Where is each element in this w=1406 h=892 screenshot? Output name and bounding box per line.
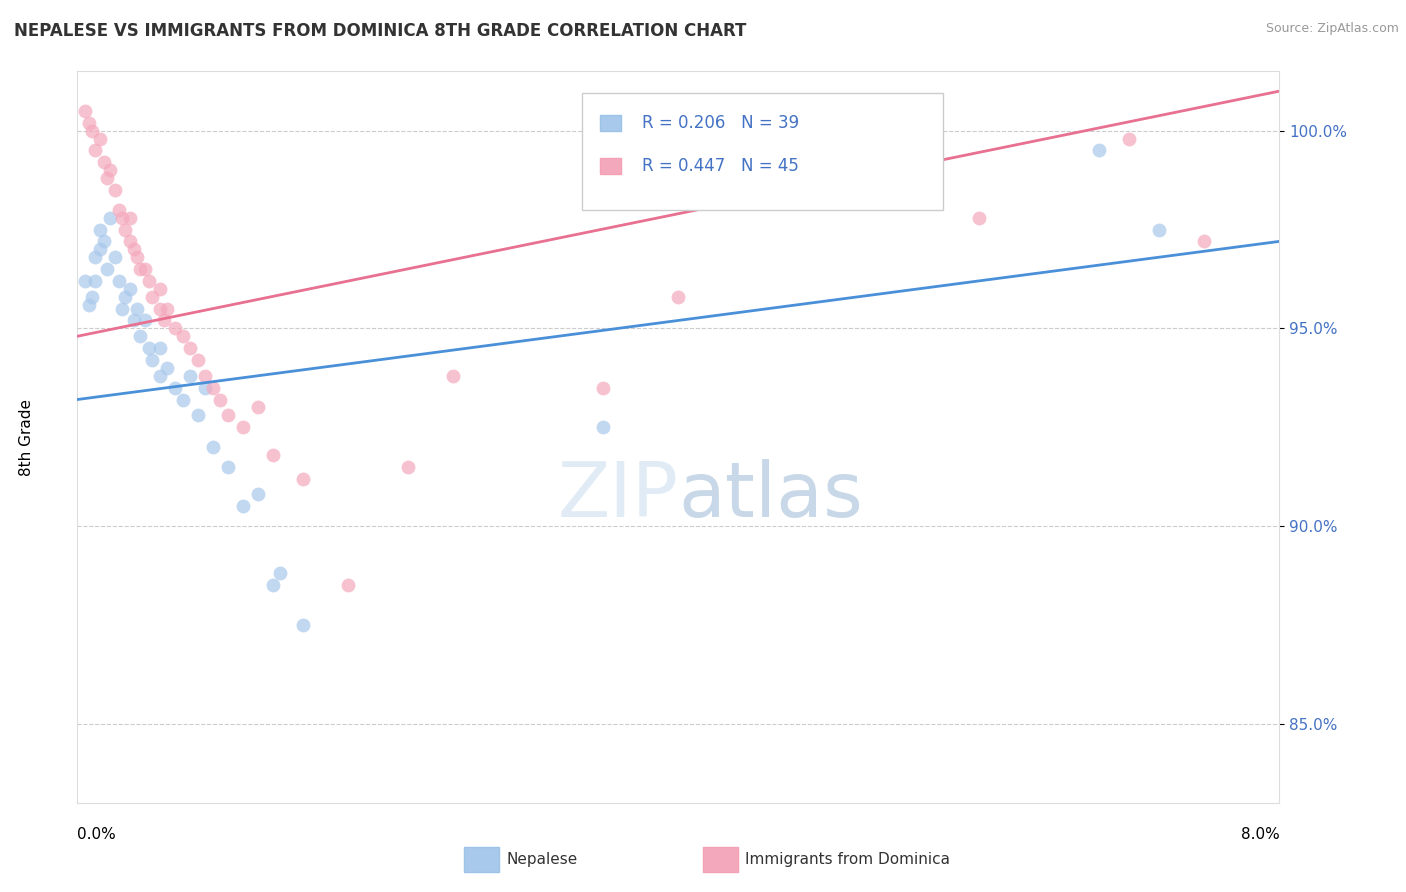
Point [114,222,136,236]
Point [89,222,111,236]
Text: atlas: atlas [679,458,863,533]
Point [179,341,201,355]
Point [96,262,118,277]
Point [172,329,194,343]
Point [217,459,239,474]
Point [201,381,224,395]
Point [269,566,291,581]
Point [172,392,194,407]
Point [100,163,122,178]
Text: R = 0.206   N = 39: R = 0.206 N = 39 [643,113,800,131]
Point [141,290,163,304]
Point [118,235,141,249]
Point [441,368,464,383]
Point [73,103,96,118]
Point [129,329,152,343]
Text: R = 0.447   N = 45: R = 0.447 N = 45 [643,158,799,176]
Point [1088,144,1111,158]
Point [232,500,254,514]
Point [82,123,104,137]
Point [592,420,614,434]
Point [291,618,314,632]
Point [73,274,96,288]
Text: Nepalese: Nepalese [506,853,578,867]
Point [134,313,156,327]
Text: 8th Grade: 8th Grade [20,399,34,475]
Point [201,440,224,454]
Point [79,116,101,130]
Point [100,211,122,225]
Point [118,211,141,225]
Point [163,381,186,395]
Point [124,313,146,327]
Point [84,144,107,158]
Point [232,420,254,434]
Point [156,301,179,316]
Point [194,381,217,395]
Point [246,487,269,501]
FancyBboxPatch shape [582,94,943,211]
Point [893,183,915,197]
Point [186,353,209,368]
Point [967,211,990,225]
Point [1118,131,1140,145]
Point [246,401,269,415]
Point [124,242,146,256]
Point [163,321,186,335]
Point [89,131,111,145]
Point [93,155,115,169]
Point [262,578,284,592]
Point [156,360,179,375]
Point [209,392,232,407]
Point [111,211,134,225]
Point [129,262,152,277]
Text: Immigrants from Dominica: Immigrants from Dominica [745,853,950,867]
Text: Source: ZipAtlas.com: Source: ZipAtlas.com [1265,22,1399,36]
Point [108,274,131,288]
Point [104,183,127,197]
Point [84,250,107,264]
Point [179,368,201,383]
Point [114,290,136,304]
Point [96,171,118,186]
Point [111,301,134,316]
Point [118,282,141,296]
Point [153,313,176,327]
Bar [600,159,621,175]
Point [592,381,614,395]
Point [127,301,149,316]
Text: ZIP: ZIP [558,458,679,533]
Point [93,235,115,249]
Point [396,459,419,474]
Point [149,301,172,316]
Point [149,368,172,383]
Point [668,290,690,304]
Point [138,274,160,288]
Point [138,341,160,355]
Text: 0.0%: 0.0% [77,827,117,841]
Point [89,242,111,256]
Point [194,368,217,383]
Point [82,290,104,304]
Text: NEPALESE VS IMMIGRANTS FROM DOMINICA 8TH GRADE CORRELATION CHART: NEPALESE VS IMMIGRANTS FROM DOMINICA 8TH… [14,22,747,40]
Point [104,250,127,264]
Text: 8.0%: 8.0% [1240,827,1279,841]
Point [336,578,359,592]
Point [149,282,172,296]
Point [141,353,163,368]
Point [1194,235,1216,249]
Point [186,409,209,423]
Point [79,298,101,312]
Point [84,274,107,288]
Point [217,409,239,423]
Point [149,341,172,355]
Bar [600,114,621,130]
Point [134,262,156,277]
Point [262,448,284,462]
Point [127,250,149,264]
Point [108,202,131,217]
Point [291,472,314,486]
Point [1149,222,1171,236]
